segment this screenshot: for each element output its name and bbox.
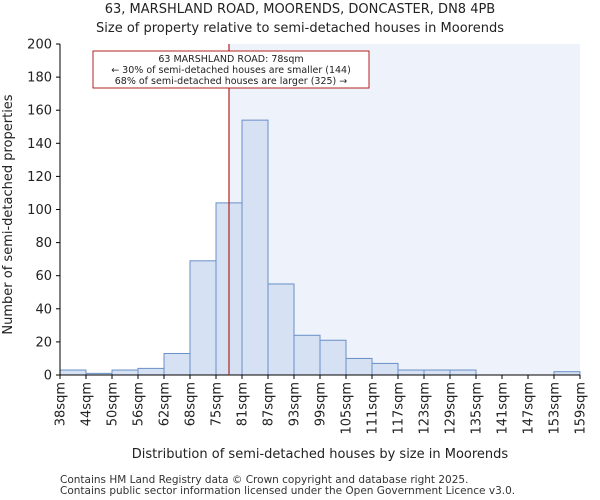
x-tick-label: 56sqm	[132, 382, 147, 426]
x-tick-label: 159sqm	[574, 382, 589, 435]
x-tick-label: 75sqm	[210, 382, 225, 426]
x-tick-label: 105sqm	[340, 382, 355, 435]
y-tick-label: 0	[44, 369, 52, 384]
x-tick-label: 129sqm	[444, 382, 459, 435]
y-tick-label: 80	[35, 236, 52, 251]
histogram-bar	[293, 334, 321, 376]
x-axis-title: Distribution of semi-detached houses by …	[132, 447, 509, 462]
annotation-title: 63 MARSHLAND ROAD: 78sqm	[158, 54, 303, 65]
histogram-bar	[241, 119, 269, 376]
x-tick-label: 50sqm	[106, 382, 121, 426]
y-tick-label: 140	[27, 137, 52, 152]
x-tick-label: 87sqm	[262, 382, 277, 426]
histogram-chart: 0 20 40 60 80 100 120 140 160 180 200 38sqm 44sqm 50s…	[1, 38, 589, 463]
y-tick-label: 40	[35, 302, 52, 317]
y-tick-label: 100	[27, 203, 52, 218]
x-tick-label: 147sqm	[522, 382, 537, 435]
histogram-bar	[319, 339, 347, 376]
histogram-bar	[449, 369, 477, 376]
annotation-larger-text: 68% of semi-detached houses are larger (…	[115, 76, 348, 87]
y-tick-label: 160	[27, 104, 52, 119]
y-tick-label: 120	[27, 170, 52, 185]
x-tick-label: 117sqm	[392, 382, 407, 435]
histogram-bar	[423, 369, 451, 376]
x-tick-label: 62sqm	[158, 382, 173, 426]
chart-subtitle: Size of property relative to semi-detach…	[96, 21, 504, 36]
footer-copyright: Contains HM Land Registry data © Crown c…	[60, 474, 469, 486]
footer-licence: Contains public sector information licen…	[60, 485, 516, 497]
histogram-bar	[267, 283, 295, 376]
y-tick-label: 60	[35, 269, 52, 284]
annotation-box	[92, 50, 370, 89]
x-tick-label: 81sqm	[236, 382, 251, 426]
histogram-bar	[345, 357, 373, 376]
x-tick-label: 93sqm	[288, 382, 303, 426]
y-tick-label: 20	[35, 335, 52, 350]
annotation-smaller-text: ← 30% of semi-detached houses are smalle…	[111, 65, 351, 76]
x-tick-label: 141sqm	[496, 382, 511, 435]
histogram-bar	[137, 367, 165, 376]
y-tick-label: 180	[27, 71, 52, 86]
x-tick-label: 153sqm	[548, 382, 563, 435]
x-tick-label: 44sqm	[80, 382, 95, 426]
x-tick-label: 111sqm	[366, 382, 381, 435]
y-tick-label: 200	[27, 38, 52, 53]
histogram-bar	[189, 260, 217, 376]
x-tick-label: 99sqm	[314, 382, 329, 426]
x-tick-label: 68sqm	[184, 382, 199, 426]
x-tick-label: 38sqm	[54, 382, 69, 426]
y-axis-title: Number of semi-detached properties	[1, 94, 16, 334]
x-tick-label: 123sqm	[418, 382, 433, 435]
histogram-bar	[371, 362, 399, 376]
chart-title: 63, MARSHLAND ROAD, MOORENDS, DONCASTER,…	[104, 2, 496, 17]
histogram-bar	[111, 369, 139, 376]
histogram-bar	[397, 369, 425, 376]
histogram-bar	[163, 352, 191, 376]
histogram-bar	[59, 369, 87, 376]
x-tick-label: 135sqm	[470, 382, 485, 435]
